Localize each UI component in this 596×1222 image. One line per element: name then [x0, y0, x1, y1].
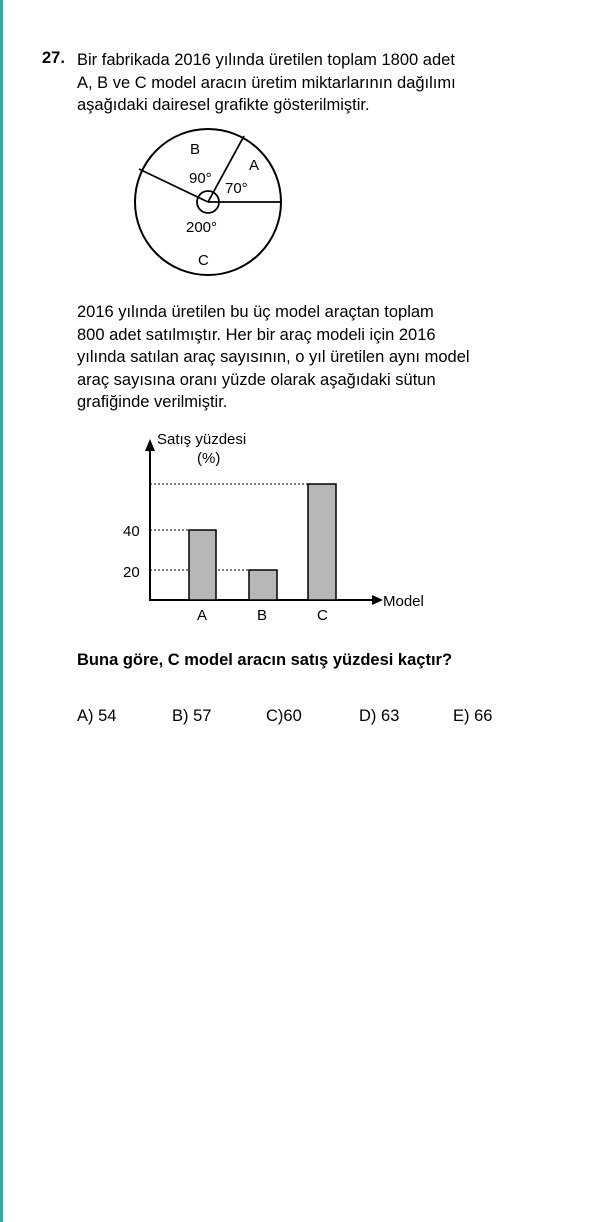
option-b[interactable]: B) 57 [172, 707, 211, 726]
bar-chart: Satış yüzdesi (%) Model 40 20 A B C [110, 426, 440, 636]
intro-line: Bir fabrikada 2016 yılında üretilen topl… [77, 51, 455, 69]
bar-b [248, 569, 278, 601]
intro-line: A, B ve C model aracın üretim miktarları… [77, 73, 456, 92]
y-tick-20: 20 [123, 564, 140, 581]
pie-chart: B A C 90° 70° 200° [128, 124, 288, 289]
body-line: 800 adet satılmıştır. Her bir araç model… [77, 325, 436, 344]
option-d[interactable]: D) 63 [359, 707, 399, 726]
pie-divider-b-c [138, 168, 209, 203]
y-axis-label: Satış yüzdesi [157, 431, 246, 448]
x-axis-label: Model [383, 593, 424, 610]
bar-c [307, 483, 337, 601]
option-letter: C) [266, 707, 284, 725]
question-body: 2016 yılında üretilen bu üç model araçta… [77, 301, 470, 414]
option-value: 60 [283, 707, 302, 725]
body-line: araç sayısına oranı yüzde olarak aşağıda… [77, 370, 436, 389]
y-axis-unit: (%) [197, 450, 220, 467]
question-intro: Bir fabrikada 2016 yılında üretilen topl… [77, 49, 456, 117]
pie-value-a: 70° [225, 180, 248, 197]
left-accent-border [0, 0, 3, 1222]
body-line: yılında satılan araç sayısının, o yıl ür… [77, 348, 470, 366]
option-letter: E) [453, 707, 470, 725]
option-value: 66 [474, 707, 493, 725]
pie-center-circle [196, 190, 220, 214]
option-e[interactable]: E) 66 [453, 707, 492, 726]
x-tick-b: B [257, 607, 267, 624]
x-tick-a: A [197, 607, 207, 624]
option-c[interactable]: C)60 [266, 707, 302, 726]
option-value: 54 [98, 707, 117, 725]
bar-chart-svg: Satış yüzdesi (%) Model 40 20 A B C [123, 431, 424, 624]
body-line: 2016 yılında üretilen bu üç model araçta… [77, 303, 434, 321]
question-prompt: Buna göre, C model aracın satış yüzdesi … [77, 651, 453, 669]
pie-label-b: B [190, 141, 200, 158]
pie-value-b: 90° [189, 170, 212, 187]
pie-value-c: 200° [186, 219, 217, 236]
x-tick-c: C [317, 607, 328, 624]
pie-label-c: C [198, 252, 209, 269]
option-letter: D) [359, 707, 377, 725]
pie-chart-svg: B A C 90° 70° 200° [134, 128, 282, 276]
option-letter: A) [77, 707, 94, 725]
intro-line: aşağıdaki dairesel grafikte gösterilmişt… [77, 96, 370, 114]
option-value: 63 [381, 707, 400, 725]
pie-divider-a-b [207, 135, 245, 203]
body-line: grafiğinde verilmiştir. [77, 393, 228, 411]
bar-a [188, 529, 217, 601]
option-letter: B) [172, 707, 189, 725]
x-axis-arrow [372, 595, 383, 605]
y-tick-40: 40 [123, 523, 140, 540]
y-axis-arrow [145, 439, 155, 451]
option-a[interactable]: A) 54 [77, 707, 116, 726]
option-value: 57 [193, 707, 212, 725]
question-number: 27. [42, 49, 65, 67]
pie-label-a: A [249, 157, 259, 174]
